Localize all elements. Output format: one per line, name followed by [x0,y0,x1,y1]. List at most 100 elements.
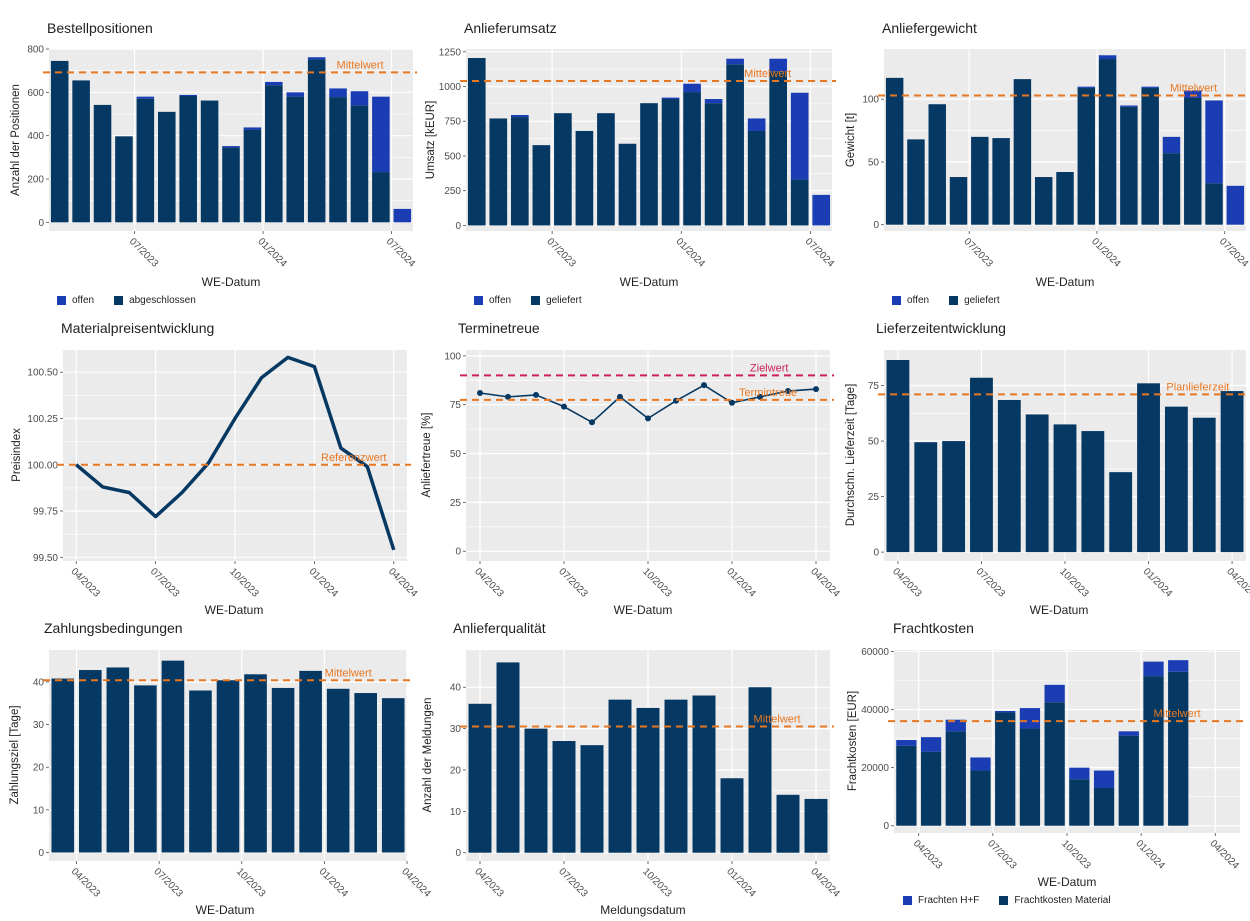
legend-item-offen[interactable]: offen [474,295,511,306]
legend-item-abgeschlossen[interactable]: abgeschlossen [114,295,196,306]
bar-geliefert [971,136,989,225]
legend-bestellpositionen: offen abgeschlossen [57,295,210,306]
bar-frachtkosten-material [1093,787,1115,826]
bar-abgeschlossen [265,85,283,223]
x-tick-label: 04/2023 [69,866,103,900]
bar-frachtkosten-material [995,712,1016,826]
x-tick-label: 07/2023 [961,236,995,270]
x-axis-label: WE-Datum [620,275,679,289]
reference-line-label: Referenzwert [321,452,386,464]
legend-item-offen[interactable]: offen [57,295,94,306]
legend-swatch-abgeschlossen [114,296,124,305]
y-tick-label: 10 [33,805,45,816]
x-tick-label: 07/2023 [985,838,1019,872]
bar-offen [1141,86,1159,88]
x-tick-label: 04/2023 [472,566,506,600]
bar-value [886,359,910,553]
x-tick-label: 10/2023 [1059,838,1093,872]
bar-abgeschlossen [157,111,176,223]
y-axis-label: Anzahl der Positionen [10,84,22,196]
bar-value [106,667,130,853]
x-tick-label: 07/2023 [148,566,182,600]
y-tick-label: 250 [444,186,461,197]
bar-geliefert [510,117,529,226]
x-axis-label: WE-Datum [1038,875,1097,889]
bar-abgeschlossen [372,172,390,223]
chart-title-anlieferumsatz: Anlieferumsatz [464,20,557,36]
bar-value [1109,472,1133,553]
reference-line-label: Mittelwert [744,68,791,80]
x-tick-label: 01/2024 [724,566,758,600]
plot-area [49,49,413,231]
y-tick-label: 10 [450,807,462,818]
bar-geliefert [747,130,766,226]
bar-value [1192,417,1216,553]
bar-abgeschlossen [72,80,90,223]
bar-offen [222,146,240,148]
bar-offen [329,88,347,98]
legend-item-geliefert[interactable]: geliefert [531,295,582,306]
bar-geliefert [1098,59,1117,225]
x-tick-label: 04/2023 [890,566,924,600]
bar-offen [704,99,723,104]
reference-line-label: Mittelwert [325,667,372,679]
y-tick-label: 1000 [439,82,462,93]
legend-item-geliefert[interactable]: geliefert [949,295,1000,306]
bar-geliefert [907,139,925,225]
bar-frachten-h-f [1118,731,1139,736]
x-tick-label: 10/2023 [640,866,674,900]
panel-p6: 0 25 50 75 04/2023 07/2023 10/2023 01/2024 04/20… [845,350,1250,617]
legend-item-frachten-hf[interactable]: Frachten H+F [903,895,979,906]
x-tick-label: 07/2023 [556,566,590,600]
bar-value [580,745,604,853]
bar-value [134,685,157,853]
legend-swatch-geliefert [949,296,959,305]
x-tick-label: 04/2023 [68,566,102,600]
x-tick-label: 01/2024 [1133,838,1167,872]
bar-abgeschlossen [222,147,240,223]
chart-title-lieferzeitentwicklung: Lieferzeitentwicklung [876,320,1006,336]
x-axis-label: WE-Datum [1030,603,1089,617]
data-point [645,415,651,422]
bar-frachten-h-f [1044,684,1065,703]
x-axis-label: Meldungsdatum [600,903,685,917]
legend-item-frachtkosten-material[interactable]: Frachtkosten Material [999,895,1111,906]
y-axis-label: Gewicht [t] [845,113,857,167]
bar-abgeschlossen [50,60,69,223]
x-tick-label: 07/2023 [127,236,161,270]
x-tick-label: 01/2024 [255,236,289,270]
series-line [479,384,817,424]
bar-geliefert [597,113,615,226]
x-tick-label: 10/2023 [234,866,268,900]
bar-geliefert [489,118,508,226]
bar-value [271,687,295,853]
bar-value [997,399,1021,553]
bar-geliefert [1205,183,1223,225]
plot-area [894,650,1240,833]
bar-value [1164,406,1188,553]
bar-frachtkosten-material [1168,671,1189,826]
legend-anlieferumsatz: offen geliefert [474,295,596,306]
x-tick-label: 10/2023 [640,566,674,600]
bar-geliefert [790,179,809,226]
bar-offen [683,83,701,93]
bar-offen [726,58,744,65]
legend-item-offen[interactable]: offen [892,295,929,306]
legend-label: geliefert [964,295,1000,306]
bar-geliefert [726,64,744,226]
bar-value [1220,391,1244,553]
y-tick-label: 20000 [861,763,889,774]
plot-area [884,49,1246,231]
series-line [75,355,396,551]
bar-abgeschlossen [286,96,305,223]
bar-offen [393,208,412,223]
bar-geliefert [683,92,701,226]
y-axis-label: Umsatz [kEUR] [425,101,437,180]
bar-offen [372,96,390,173]
chart-title-zahlungsbedingungen: Zahlungsbedingungen [44,620,183,636]
bar-offen [510,114,529,118]
x-axis-label: WE-Datum [205,603,264,617]
y-tick-label: 500 [444,151,461,162]
x-tick-label: 10/2023 [1057,566,1091,600]
x-tick-label: 07/2023 [544,236,578,270]
